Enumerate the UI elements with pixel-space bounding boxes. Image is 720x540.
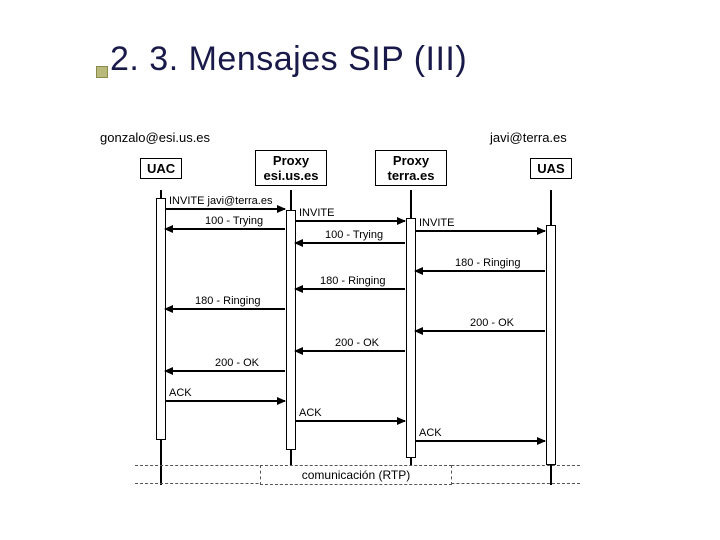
message-label: INVITE — [419, 217, 454, 229]
participant-box-uas: UAS — [530, 158, 572, 179]
message-arrow — [165, 308, 285, 310]
slide-title-wrap: 2. 3. Mensajes SIP (III) — [110, 40, 467, 79]
arrowhead-left-icon — [414, 267, 423, 275]
participant-box-proxy1: Proxyesi.us.es — [255, 150, 327, 186]
arrowhead-left-icon — [164, 305, 173, 313]
arrowhead-right-icon — [537, 227, 546, 235]
message-arrow — [415, 270, 545, 272]
message-label: 200 - OK — [470, 317, 514, 329]
message-arrow — [295, 288, 405, 290]
arrowhead-left-icon — [164, 225, 173, 233]
arrowhead-left-icon — [294, 285, 303, 293]
arrowhead-left-icon — [294, 347, 303, 355]
arrowhead-right-icon — [537, 437, 546, 445]
message-arrow — [415, 440, 545, 442]
arrowhead-right-icon — [397, 217, 406, 225]
arrowhead-left-icon — [164, 367, 173, 375]
arrowhead-left-icon — [414, 327, 423, 335]
arrowhead-left-icon — [294, 239, 303, 247]
message-arrow — [295, 350, 405, 352]
activation-proxy2 — [406, 218, 416, 458]
arrowhead-right-icon — [277, 397, 286, 405]
message-label: 200 - OK — [215, 357, 259, 369]
message-label: 180 - Ringing — [320, 275, 385, 287]
message-arrow — [165, 370, 285, 372]
message-label: 200 - OK — [335, 337, 379, 349]
message-arrow — [165, 208, 285, 210]
message-label: 180 - Ringing — [195, 295, 260, 307]
message-label: 100 - Trying — [325, 229, 383, 241]
message-arrow — [415, 330, 545, 332]
message-label: INVITE javi@terra.es — [169, 195, 272, 207]
message-arrow — [295, 242, 405, 244]
participant-box-proxy2: Proxyterra.es — [375, 150, 447, 186]
message-arrow — [295, 220, 405, 222]
message-arrow — [415, 230, 545, 232]
message-label: 100 - Trying — [205, 215, 263, 227]
participant-address-uas: javi@terra.es — [490, 130, 567, 145]
message-arrow — [165, 228, 285, 230]
message-arrow — [295, 420, 405, 422]
arrowhead-right-icon — [277, 205, 286, 213]
message-label: ACK — [169, 387, 192, 399]
rtp-box: comunicación (RTP) — [260, 465, 452, 485]
message-arrow — [165, 400, 285, 402]
title-bullet-icon — [96, 66, 108, 78]
message-label: 180 - Ringing — [455, 257, 520, 269]
participant-address-uac: gonzalo@esi.us.es — [100, 130, 210, 145]
sequence-diagram: gonzalo@esi.us.es UAC Proxyesi.us.es Proxyt… — [90, 130, 630, 500]
participant-box-uac: UAC — [140, 158, 182, 179]
message-label: ACK — [299, 407, 322, 419]
slide-title: 2. 3. Mensajes SIP (III) — [110, 40, 467, 79]
message-label: ACK — [419, 427, 442, 439]
activation-uas — [546, 225, 556, 465]
message-label: INVITE — [299, 207, 334, 219]
arrowhead-right-icon — [397, 417, 406, 425]
activation-uac — [156, 198, 166, 440]
